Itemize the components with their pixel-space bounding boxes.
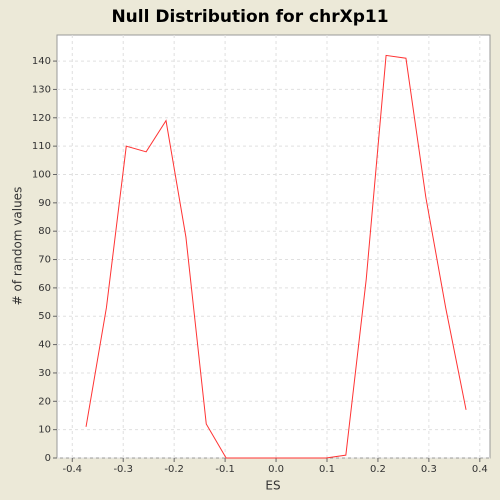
y-tick-label: 40 <box>38 340 51 351</box>
y-tick-label: 90 <box>38 198 51 209</box>
x-tick-label: 0.1 <box>319 464 335 475</box>
y-tick-label: 80 <box>38 226 51 237</box>
y-tick-label: 110 <box>32 141 51 152</box>
y-axis-label: # of random values <box>11 187 25 306</box>
x-tick-label: 0.2 <box>370 464 386 475</box>
x-tick-label: -0.4 <box>63 464 83 475</box>
x-tick-label: -0.1 <box>215 464 235 475</box>
y-tick-label: 120 <box>32 113 51 124</box>
y-tick-label: 50 <box>38 311 51 322</box>
x-tick-label: 0.0 <box>268 464 284 475</box>
y-tick-label: 10 <box>38 425 51 436</box>
y-tick-label: 60 <box>38 283 51 294</box>
y-tick-label: 100 <box>32 169 51 180</box>
y-tick-label: 140 <box>32 56 51 67</box>
x-tick-label: 0.4 <box>472 464 488 475</box>
chart-title: Null Distribution for chrXp11 <box>111 7 388 27</box>
y-tick-label: 0 <box>45 453 51 464</box>
y-tick-label: 130 <box>32 84 51 95</box>
y-tick-label: 30 <box>38 368 51 379</box>
x-tick-label: -0.3 <box>113 464 133 475</box>
x-tick-label: -0.2 <box>164 464 184 475</box>
y-tick-label: 70 <box>38 255 51 266</box>
data-line <box>85 54 467 459</box>
y-tick-label: 20 <box>38 396 51 407</box>
plot-area <box>56 34 491 459</box>
x-axis-label: ES <box>265 479 280 493</box>
x-tick-label: 0.3 <box>421 464 437 475</box>
